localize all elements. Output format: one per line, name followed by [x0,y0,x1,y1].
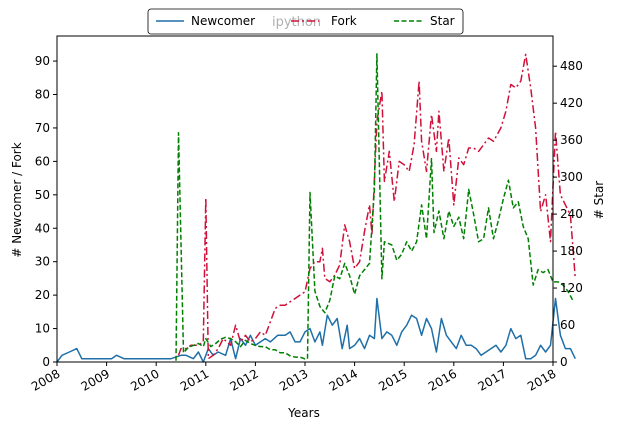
x-tick-label: 2018 [525,366,558,393]
y-axis-right-label: # Star [592,181,606,220]
legend-label-newcomer: Newcomer [191,14,255,28]
series-line-newcomer [56,297,576,363]
y-left-tick-label: 0 [42,355,50,369]
x-tick-label: 2010 [128,366,161,393]
y-left-tick-label: 70 [35,121,50,135]
legend-frame [147,8,464,35]
y-left-tick-label: 80 [35,88,50,102]
x-tick-label: 2011 [178,366,211,393]
x-tick-label: 2009 [79,366,112,393]
y-right-tick-label: 420 [560,96,583,110]
y-left-tick-label: 90 [35,54,50,68]
x-tick-label: 2013 [277,366,310,393]
y-left-tick-label: 30 [35,255,50,269]
y-right-tick-label: 480 [560,59,583,73]
x-tick-label: 2015 [376,366,409,393]
y-axis-left-label: # Newcomer / Fork [10,142,24,257]
y-right-tick-label: 60 [560,318,575,332]
y-right-tick-label: 120 [560,281,583,295]
y-right-tick-label: 360 [560,133,583,147]
x-tick-label: 2008 [29,366,62,393]
x-tick-label: 2012 [227,366,260,393]
y-right-tick-label: 180 [560,244,583,258]
x-axis-label: Years [287,406,320,420]
series-line-star [175,53,574,361]
y-left-tick-label: 10 [35,322,50,336]
series-line-fork [177,53,577,360]
x-tick-label: 2016 [426,366,459,393]
legend-label-star: Star [430,14,455,28]
y-left-tick-label: 60 [35,154,50,168]
y-left-tick-label: 20 [35,288,50,302]
y-right-tick-label: 0 [560,355,568,369]
plot-frame [56,35,554,363]
x-tick-label: 2014 [327,366,360,393]
plot-area [56,53,577,363]
y-left-tick-label: 50 [35,188,50,202]
x-tick-label: 2017 [475,366,508,393]
watermark-text: ipython [272,15,321,30]
y-right-tick-label: 240 [560,207,583,221]
y-right-tick-label: 300 [560,170,583,184]
y-left-tick-label: 40 [35,221,50,235]
legend: ipython Newcomer Fork Star [147,8,464,35]
legend-label-fork: Fork [331,14,357,28]
